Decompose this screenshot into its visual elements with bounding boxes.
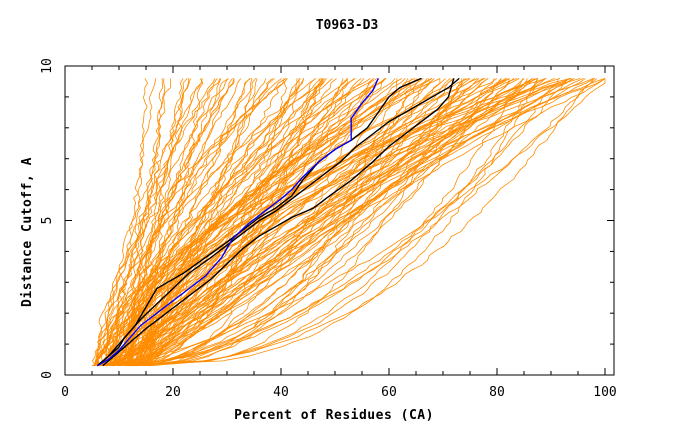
model-line — [91, 78, 547, 366]
model-line — [120, 78, 441, 366]
x-tick-label: 100 — [593, 385, 616, 400]
model-line — [147, 78, 424, 366]
model-line — [97, 78, 253, 367]
model-line — [137, 78, 163, 366]
model-line — [96, 78, 470, 366]
series-line-2 — [102, 78, 455, 367]
series-line-4 — [97, 78, 379, 367]
model-line — [116, 78, 520, 366]
model-line — [128, 78, 257, 366]
highlight-model-lines — [96, 77, 460, 367]
model-line — [96, 78, 327, 366]
model-line — [97, 78, 571, 366]
axis-ticks — [64, 65, 614, 376]
model-line — [145, 78, 533, 367]
model-line — [99, 78, 560, 367]
chart-title: T0963-D3 — [316, 18, 379, 33]
model-line — [94, 78, 484, 366]
model-line — [114, 78, 536, 367]
model-line — [149, 78, 463, 367]
model-line — [120, 78, 323, 367]
model-line — [93, 78, 497, 366]
x-tick-labels: 0 20 40 60 80 100 — [61, 385, 617, 400]
model-line — [95, 78, 203, 366]
model-line — [129, 78, 433, 366]
x-tick-label: 80 — [489, 385, 505, 400]
series-line-3 — [96, 77, 460, 367]
model-line — [137, 78, 275, 366]
model-line — [101, 78, 221, 366]
model-line — [112, 78, 598, 367]
model-line — [110, 78, 486, 366]
model-line — [148, 78, 606, 366]
model-line — [112, 78, 287, 366]
model-line — [114, 78, 606, 366]
model-line — [95, 78, 356, 366]
model-line — [117, 78, 555, 366]
x-tick-label: 20 — [165, 385, 181, 400]
model-line — [127, 78, 584, 366]
model-line — [111, 78, 546, 367]
x-tick-label: 60 — [381, 385, 397, 400]
model-line — [134, 78, 304, 366]
model-line — [138, 78, 575, 366]
model-line — [145, 78, 385, 366]
y-axis-label: Distance Cutoff, A — [20, 157, 35, 307]
model-line — [101, 78, 561, 366]
y-tick-label: 0 — [40, 371, 55, 379]
model-line — [103, 78, 515, 367]
model-line — [138, 78, 570, 366]
model-line — [113, 78, 594, 366]
model-line — [108, 78, 573, 367]
model-line — [134, 78, 349, 366]
y-tick-label: 10 — [40, 58, 55, 74]
x-axis-label: Percent of Residues (CA) — [234, 408, 434, 423]
x-tick-label: 40 — [273, 385, 289, 400]
model-line — [112, 78, 478, 366]
model-line — [121, 78, 606, 366]
model-line — [148, 78, 471, 367]
background-model-lines — [91, 78, 606, 367]
model-line — [123, 78, 547, 366]
model-line — [102, 78, 222, 366]
model-line — [95, 78, 229, 366]
model-line — [129, 78, 149, 366]
y-tick-labels: 0 5 10 — [40, 58, 55, 379]
model-line — [112, 78, 525, 367]
model-line — [105, 78, 282, 366]
model-line — [118, 78, 572, 366]
model-line — [93, 78, 606, 367]
x-tick-label: 0 — [61, 385, 69, 400]
model-line — [133, 78, 595, 367]
y-tick-label: 5 — [40, 217, 55, 225]
model-line — [123, 78, 586, 366]
model-line — [138, 78, 418, 366]
model-line — [91, 78, 480, 367]
model-line — [115, 78, 333, 366]
model-line — [125, 78, 539, 367]
